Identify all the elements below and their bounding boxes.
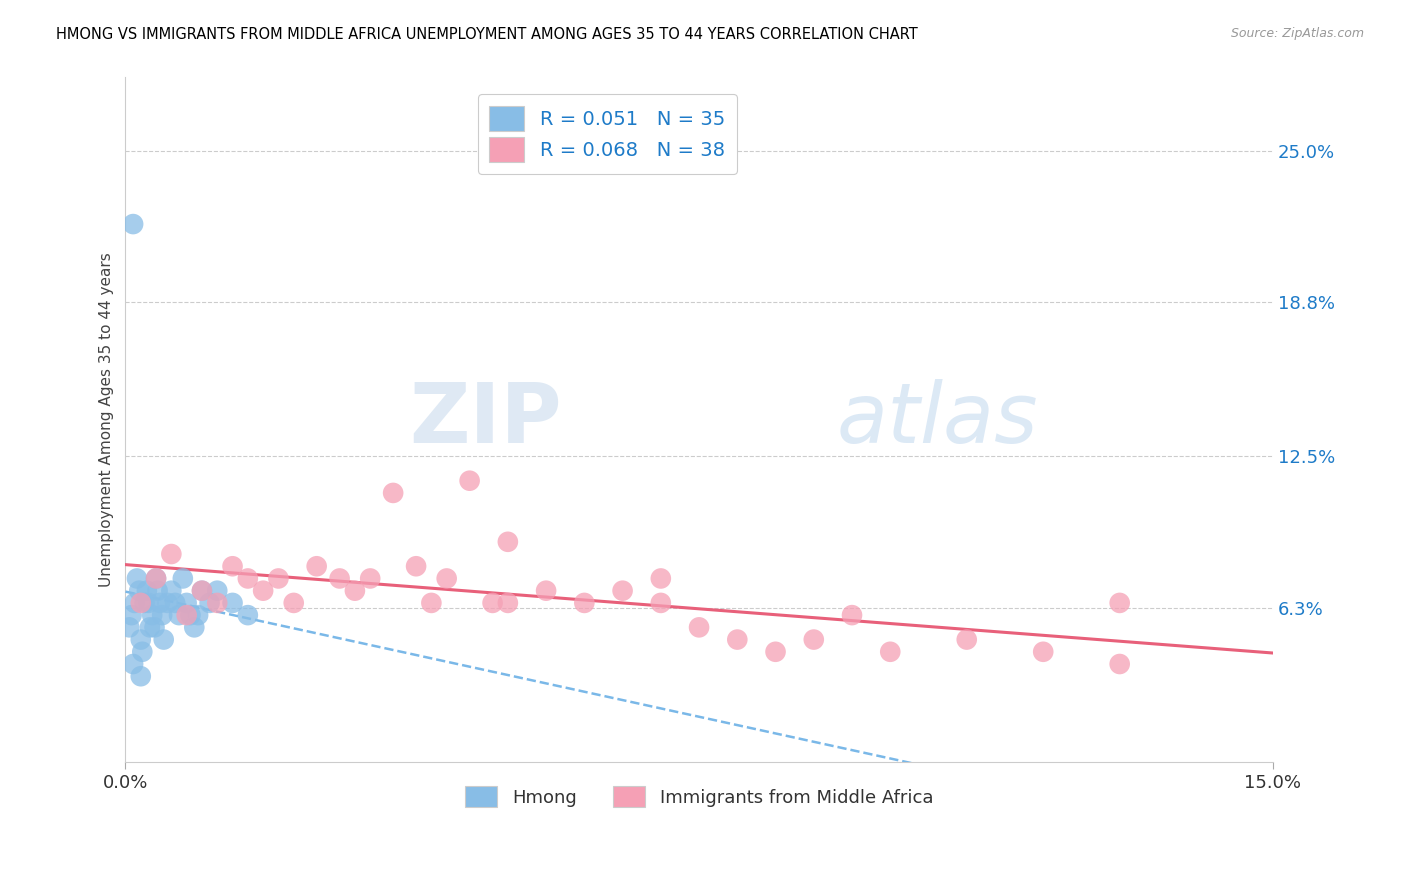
Point — [252, 583, 274, 598]
Point — [160, 547, 183, 561]
Point — [145, 572, 167, 586]
Point — [165, 596, 187, 610]
Point — [135, 583, 157, 598]
Point — [128, 583, 150, 598]
Point — [156, 596, 179, 610]
Point — [149, 596, 172, 610]
Point — [496, 596, 519, 610]
Point — [150, 608, 173, 623]
Point — [650, 572, 672, 586]
Point — [803, 632, 825, 647]
Point — [121, 608, 143, 623]
Legend: Hmong, Immigrants from Middle Africa: Hmong, Immigrants from Middle Africa — [458, 779, 941, 814]
Y-axis label: Unemployment Among Ages 35 to 44 years: Unemployment Among Ages 35 to 44 years — [100, 252, 114, 587]
Point — [534, 583, 557, 598]
Point — [167, 608, 190, 623]
Point — [143, 620, 166, 634]
Point — [283, 596, 305, 610]
Point — [179, 608, 201, 623]
Point — [122, 217, 145, 231]
Point — [458, 474, 481, 488]
Point — [122, 657, 145, 671]
Point — [183, 620, 205, 634]
Point — [305, 559, 328, 574]
Text: ZIP: ZIP — [409, 379, 561, 460]
Point — [146, 583, 169, 598]
Point — [267, 572, 290, 586]
Text: HMONG VS IMMIGRANTS FROM MIDDLE AFRICA UNEMPLOYMENT AMONG AGES 35 TO 44 YEARS CO: HMONG VS IMMIGRANTS FROM MIDDLE AFRICA U… — [56, 27, 918, 42]
Point — [1032, 645, 1054, 659]
Point — [129, 632, 152, 647]
Point — [172, 572, 194, 586]
Point — [382, 486, 405, 500]
Point — [207, 596, 229, 610]
Point — [176, 608, 198, 623]
Point — [207, 583, 229, 598]
Point — [129, 596, 152, 610]
Point — [138, 596, 160, 610]
Point — [688, 620, 710, 634]
Point — [405, 559, 427, 574]
Point — [145, 572, 167, 586]
Point — [134, 596, 156, 610]
Point — [221, 559, 243, 574]
Point — [329, 572, 352, 586]
Point — [152, 632, 174, 647]
Point — [725, 632, 748, 647]
Point — [359, 572, 381, 586]
Point — [176, 596, 198, 610]
Point — [481, 596, 503, 610]
Point — [436, 572, 458, 586]
Point — [956, 632, 979, 647]
Point — [191, 583, 214, 598]
Text: atlas: atlas — [837, 379, 1039, 460]
Point — [221, 596, 243, 610]
Point — [1108, 657, 1130, 671]
Point — [1108, 596, 1130, 610]
Point — [125, 572, 148, 586]
Point — [198, 596, 221, 610]
Text: Source: ZipAtlas.com: Source: ZipAtlas.com — [1230, 27, 1364, 40]
Point — [129, 669, 152, 683]
Point — [187, 608, 209, 623]
Point — [650, 596, 672, 610]
Point — [124, 596, 146, 610]
Point — [118, 620, 141, 634]
Point — [191, 583, 214, 598]
Point — [236, 608, 259, 623]
Point — [236, 572, 259, 586]
Point — [141, 608, 163, 623]
Point — [612, 583, 634, 598]
Point — [139, 620, 162, 634]
Point — [160, 583, 183, 598]
Point — [574, 596, 596, 610]
Point — [841, 608, 863, 623]
Point — [420, 596, 443, 610]
Point — [496, 534, 519, 549]
Point — [131, 645, 153, 659]
Point — [343, 583, 366, 598]
Point — [879, 645, 901, 659]
Point — [765, 645, 787, 659]
